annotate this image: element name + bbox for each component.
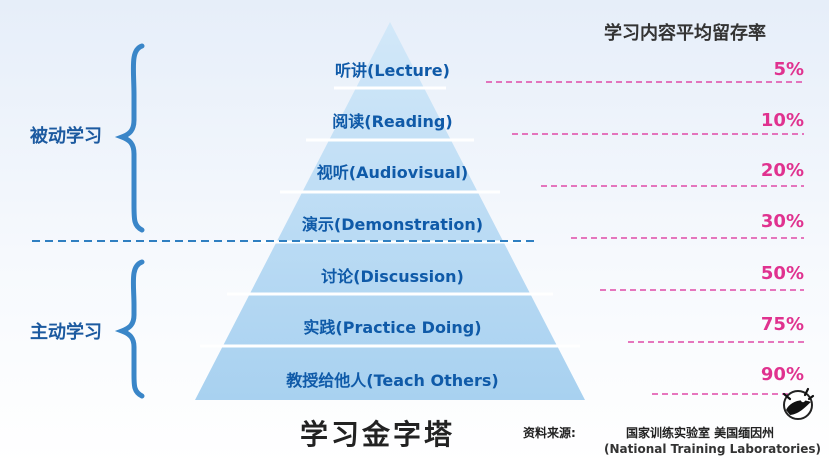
layer-teach-others-label: 教授给他人(Teach Others) <box>286 371 499 390</box>
watermark-logo-icon <box>782 387 815 420</box>
source-organization-english: (National Training Laboratories) <box>604 442 821 456</box>
rate-leader-lines <box>486 81 804 395</box>
active-brace <box>114 259 145 399</box>
diagram-title: 学习金字塔 <box>300 418 456 451</box>
layer-practice-label: 实践(Practice Doing) <box>303 318 482 337</box>
pyramid-shape <box>195 22 585 400</box>
layer-audiovisual-label: 视听(Audiovisual) <box>316 163 469 182</box>
rate-practice: 75% <box>760 314 804 335</box>
rate-teach-others: 90% <box>760 364 804 385</box>
rate-lecture: 5% <box>773 59 804 80</box>
source-organization: 国家训练实验室 美国缅因州 <box>626 426 775 440</box>
active-learning-label: 主动学习 <box>30 322 102 343</box>
passive-brace <box>114 43 145 233</box>
retention-rate-heading: 学习内容平均留存率 <box>604 23 766 44</box>
layer-lecture-label: 听讲(Lecture) <box>335 61 450 80</box>
passive-learning-label: 被动学习 <box>30 126 102 147</box>
layer-demonstration-label: 演示(Demonstration) <box>301 215 484 234</box>
source-label: 资料来源: <box>523 426 576 440</box>
rate-discussion: 50% <box>760 263 804 284</box>
rate-reading: 10% <box>760 110 804 131</box>
layer-reading-label: 阅读(Reading) <box>332 112 453 131</box>
layer-discussion-label: 讨论(Discussion) <box>321 267 464 286</box>
rate-demonstration: 30% <box>760 211 804 232</box>
rate-audiovisual: 20% <box>760 160 804 181</box>
